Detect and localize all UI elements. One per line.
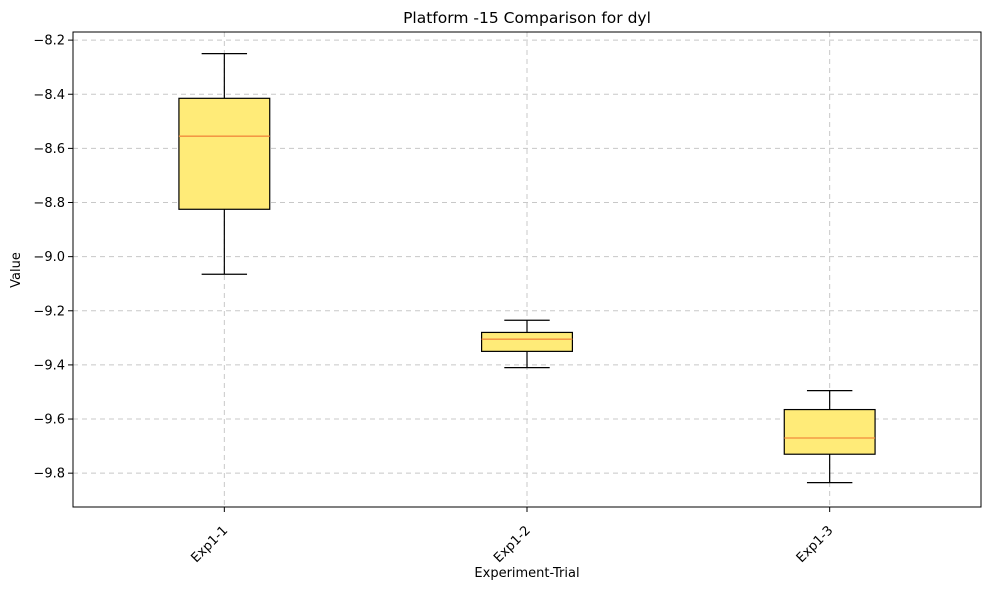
y-axis-title: Value — [9, 252, 24, 288]
box-Exp1-3 — [783, 390, 876, 484]
iqr-box — [178, 97, 271, 210]
y-axis: −8.2 −8.4 −8.6 −8.8 −9.0 −9.2 −9.4 −9.6 −9.8 — [33, 34, 73, 482]
chart-title: Platform -15 Comparison for dyl — [403, 9, 651, 27]
y-tick-label: −9.6 — [33, 413, 65, 428]
iqr-box — [783, 408, 876, 455]
y-tick-label: −9.2 — [33, 304, 65, 319]
y-tick-label: −9.4 — [33, 358, 65, 373]
x-axis-title: Experiment-Trial — [474, 566, 579, 581]
iqr-box — [481, 331, 574, 352]
y-tick-label: −8.8 — [33, 196, 65, 211]
y-tick-label: −8.6 — [33, 142, 65, 157]
box-Exp1-1 — [178, 53, 271, 275]
box-series — [178, 53, 876, 484]
y-tick-label: −8.4 — [33, 88, 65, 103]
y-tick-label: −9.0 — [33, 250, 65, 265]
y-tick-label: −8.2 — [33, 34, 65, 49]
y-tick-label: −9.8 — [33, 467, 65, 482]
box-Exp1-2 — [481, 319, 574, 369]
